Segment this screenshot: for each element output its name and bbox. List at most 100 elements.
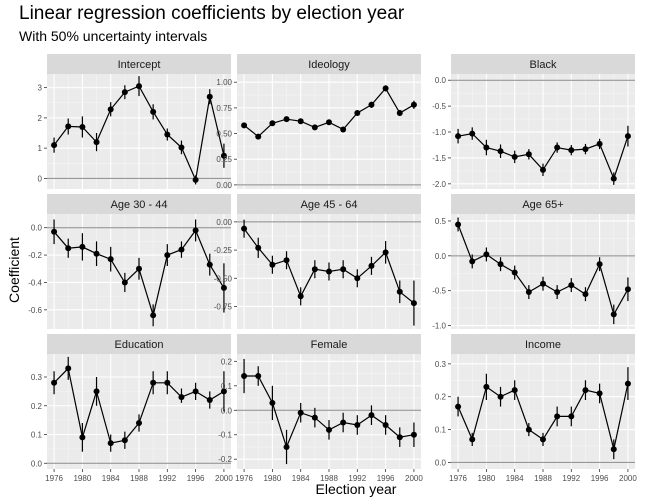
x-tick-label: 1976: [235, 474, 253, 483]
x-tick-label: 2000: [215, 474, 233, 483]
data-point: [554, 144, 561, 151]
data-point: [610, 311, 617, 318]
y-tick-label: 2: [38, 114, 43, 123]
facet-strip: [451, 194, 635, 214]
data-point: [283, 116, 290, 123]
data-point: [354, 275, 361, 282]
data-point: [469, 258, 476, 265]
data-point: [396, 110, 403, 117]
data-point: [206, 397, 213, 403]
y-tick-label: 0.3: [435, 360, 447, 369]
y-tick-label: 0.1: [31, 431, 43, 440]
data-point: [525, 426, 532, 433]
data-point: [582, 291, 589, 298]
x-tick-label: 1996: [377, 474, 395, 483]
facet-strip-label: Income: [525, 339, 561, 351]
data-point: [93, 250, 100, 257]
data-point: [410, 101, 417, 108]
facet-strip: [237, 194, 421, 214]
x-axis-label: Election year: [315, 481, 397, 497]
data-point: [311, 124, 318, 131]
data-point: [596, 390, 603, 397]
x-tick-label: 1988: [320, 474, 338, 483]
y-tick-label: 1: [38, 144, 43, 153]
x-tick-label: 2000: [405, 474, 423, 483]
data-point: [206, 261, 213, 268]
data-point: [382, 421, 389, 428]
data-point: [396, 288, 403, 295]
x-tick-label: 1988: [534, 474, 552, 483]
data-point: [382, 85, 389, 92]
facet-strip-label: Intercept: [118, 59, 161, 71]
data-point: [121, 89, 128, 96]
data-point: [396, 434, 403, 441]
data-point: [455, 221, 462, 228]
x-tick-label: 1988: [130, 474, 148, 483]
y-tick-label: 0.5: [435, 217, 447, 226]
facet-strip: [47, 54, 231, 74]
data-point: [269, 399, 276, 406]
y-tick-label: -1.0: [432, 128, 446, 137]
facet-strip-label: Education: [115, 339, 164, 351]
data-point: [382, 249, 389, 256]
data-point: [164, 131, 171, 138]
data-point: [121, 279, 128, 286]
data-point: [368, 412, 375, 419]
data-point: [297, 409, 304, 416]
data-point: [311, 414, 318, 421]
data-point: [483, 144, 490, 151]
data-point: [596, 140, 603, 147]
data-point: [107, 440, 114, 447]
data-point: [255, 373, 262, 380]
y-tick-label: 0.2: [435, 393, 447, 402]
y-tick-label: 1.00: [216, 78, 232, 87]
data-point: [311, 266, 318, 273]
data-point: [150, 379, 157, 386]
data-point: [497, 148, 504, 155]
data-point: [192, 227, 199, 234]
y-tick-label: 0.1: [435, 426, 447, 435]
data-point: [241, 225, 248, 232]
facet-strip-label: Ideology: [308, 59, 350, 71]
data-point: [368, 262, 375, 269]
chart-title: Linear regression coefficients by electi…: [19, 3, 405, 24]
facet-strip: [47, 194, 231, 214]
data-point: [79, 123, 86, 130]
x-tick-label: 1984: [292, 474, 310, 483]
data-point: [93, 139, 100, 146]
x-tick-label: 1984: [102, 474, 120, 483]
chart-subtitle: With 50% uncertainty intervals: [19, 28, 208, 44]
data-point: [297, 118, 304, 125]
data-point: [469, 130, 476, 137]
data-point: [150, 312, 157, 319]
data-point: [511, 153, 518, 160]
y-tick-label: 3: [38, 84, 43, 93]
y-tick-label: 0.75: [216, 104, 232, 113]
x-tick-label: 1992: [562, 474, 580, 483]
data-point: [297, 293, 304, 300]
data-point: [410, 431, 417, 438]
data-point: [326, 268, 332, 275]
data-point: [150, 108, 157, 115]
data-point: [340, 266, 347, 273]
facet-strip-label: Black: [530, 59, 557, 71]
facet-strip-label: Age 65+: [522, 199, 563, 211]
data-point: [540, 280, 546, 287]
data-point: [255, 133, 262, 140]
y-tick-label: 0: [38, 174, 43, 183]
data-point: [255, 244, 262, 251]
data-point: [51, 142, 58, 149]
y-tick-label: 0.0: [435, 76, 447, 85]
y-tick-label: 0.0: [435, 458, 447, 467]
data-point: [610, 175, 617, 182]
data-point: [93, 388, 100, 395]
y-tick-label: 0.0: [221, 406, 233, 415]
data-point: [121, 437, 128, 444]
data-point: [554, 413, 561, 420]
y-tick-label: 0.2: [221, 357, 233, 366]
x-tick-label: 1996: [591, 474, 609, 483]
facet-strip: [451, 334, 635, 354]
y-tick-label: 0.3: [31, 373, 43, 382]
data-point: [455, 133, 462, 140]
y-tick-label: 0.0: [31, 459, 43, 468]
